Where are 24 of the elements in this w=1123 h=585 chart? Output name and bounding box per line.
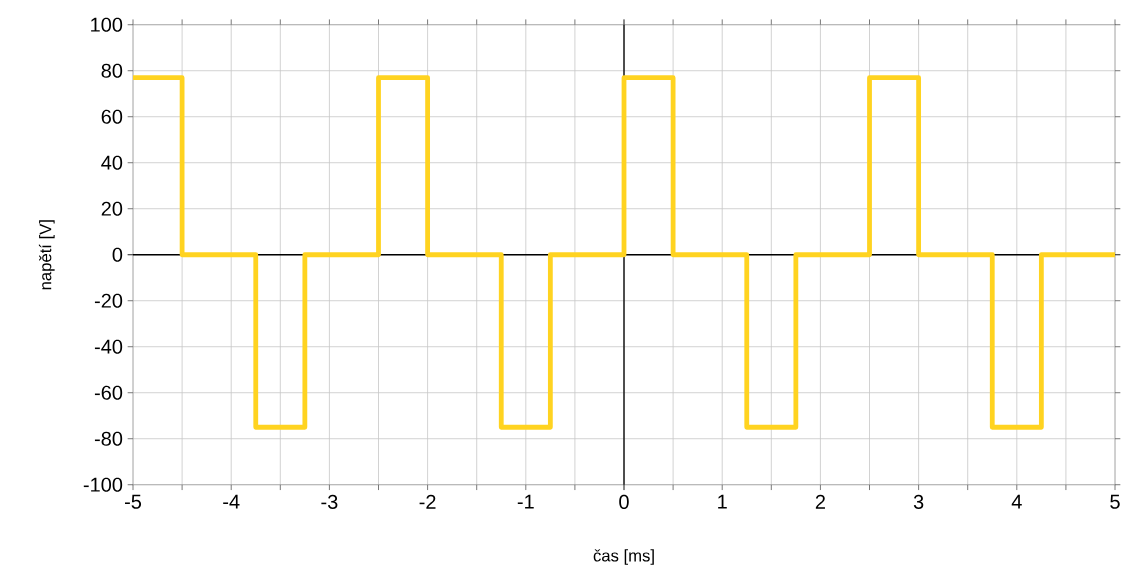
- y-tick-label: -60: [94, 385, 123, 400]
- y-tick-label: 80: [101, 63, 123, 78]
- y-tick-label: 40: [101, 155, 123, 170]
- x-tick-label: -5: [124, 494, 142, 509]
- x-tick-label: -4: [223, 494, 240, 509]
- y-tick-label: 100: [91, 17, 123, 32]
- x-tick-label: -3: [321, 494, 338, 509]
- x-tick-label: 2: [815, 494, 825, 509]
- y-axis-title: napětí [V]: [38, 220, 55, 290]
- y-tick-label: 0: [112, 247, 123, 262]
- x-axis-title: čas [ms]: [593, 549, 654, 565]
- y-tick-label: 20: [101, 201, 123, 216]
- x-tick-label: 3: [913, 494, 924, 509]
- y-tick-label: -80: [94, 431, 123, 446]
- y-tick-label: 60: [101, 109, 123, 124]
- y-tick-label: -100: [83, 477, 123, 492]
- y-tick-label: -40: [94, 339, 123, 354]
- x-tick-label: 1: [718, 494, 727, 509]
- x-tick-label: 5: [1110, 494, 1120, 509]
- x-tick-label: 0: [619, 494, 629, 509]
- y-tick-label: -20: [94, 293, 123, 308]
- x-tick-label: -1: [517, 494, 534, 509]
- x-tick-label: -2: [419, 494, 436, 509]
- x-tick-label: 4: [1011, 494, 1022, 509]
